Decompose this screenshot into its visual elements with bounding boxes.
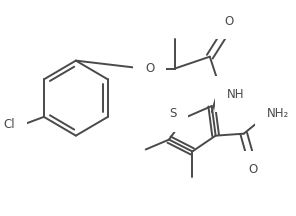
- Text: O: O: [225, 15, 234, 28]
- Text: NH: NH: [227, 88, 245, 101]
- Text: NH₂: NH₂: [267, 107, 289, 121]
- Text: O: O: [249, 163, 258, 176]
- Text: Cl: Cl: [3, 118, 15, 131]
- Text: O: O: [145, 62, 154, 75]
- Text: S: S: [169, 107, 177, 121]
